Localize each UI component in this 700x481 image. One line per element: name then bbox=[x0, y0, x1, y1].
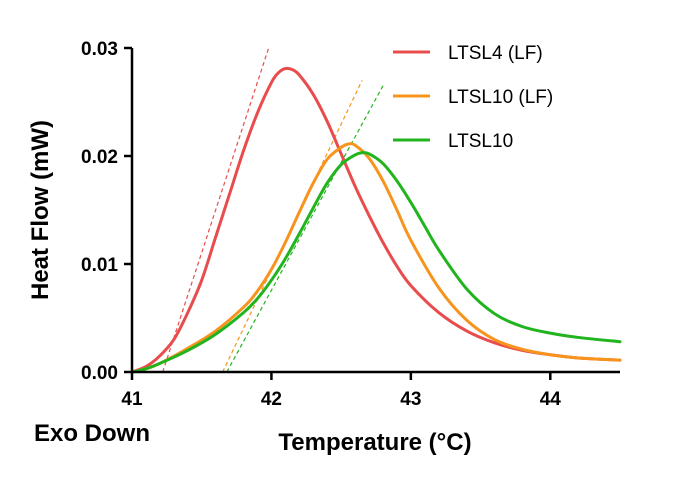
series-line bbox=[130, 66, 622, 374]
y-axis-title: Heat Flow (mW) bbox=[27, 120, 54, 300]
x-tick-label: 42 bbox=[261, 389, 282, 410]
legend-label: LTSL4 (LF) bbox=[448, 43, 543, 64]
exo-down-note: Exo Down bbox=[34, 420, 151, 447]
y-tick-label: 0.00 bbox=[81, 363, 118, 384]
y-tick-label: 0.01 bbox=[81, 255, 118, 276]
series-lines bbox=[130, 66, 622, 374]
y-tick-label: 0.02 bbox=[81, 147, 118, 168]
legend-label: LTSL10 bbox=[448, 131, 513, 152]
tangent-line bbox=[162, 47, 270, 373]
legend: LTSL4 (LF) LTSL10 (LF) LTSL10 bbox=[393, 43, 553, 152]
axes bbox=[130, 48, 620, 374]
x-axis-title: Temperature (°C) bbox=[278, 429, 471, 456]
legend-label: LTSL10 (LF) bbox=[448, 87, 553, 108]
x-tick-label: 43 bbox=[400, 389, 421, 410]
axis-ticks: 41 42 43 44 0.00 0.01 0.02 0.03 bbox=[81, 39, 561, 410]
y-tick-label: 0.03 bbox=[81, 39, 118, 60]
series-line bbox=[130, 151, 622, 374]
tangent-lines bbox=[162, 47, 384, 373]
series-line bbox=[130, 142, 622, 374]
tangent-line bbox=[226, 85, 384, 373]
x-tick-label: 44 bbox=[540, 389, 562, 410]
x-tick-label: 41 bbox=[121, 389, 143, 410]
